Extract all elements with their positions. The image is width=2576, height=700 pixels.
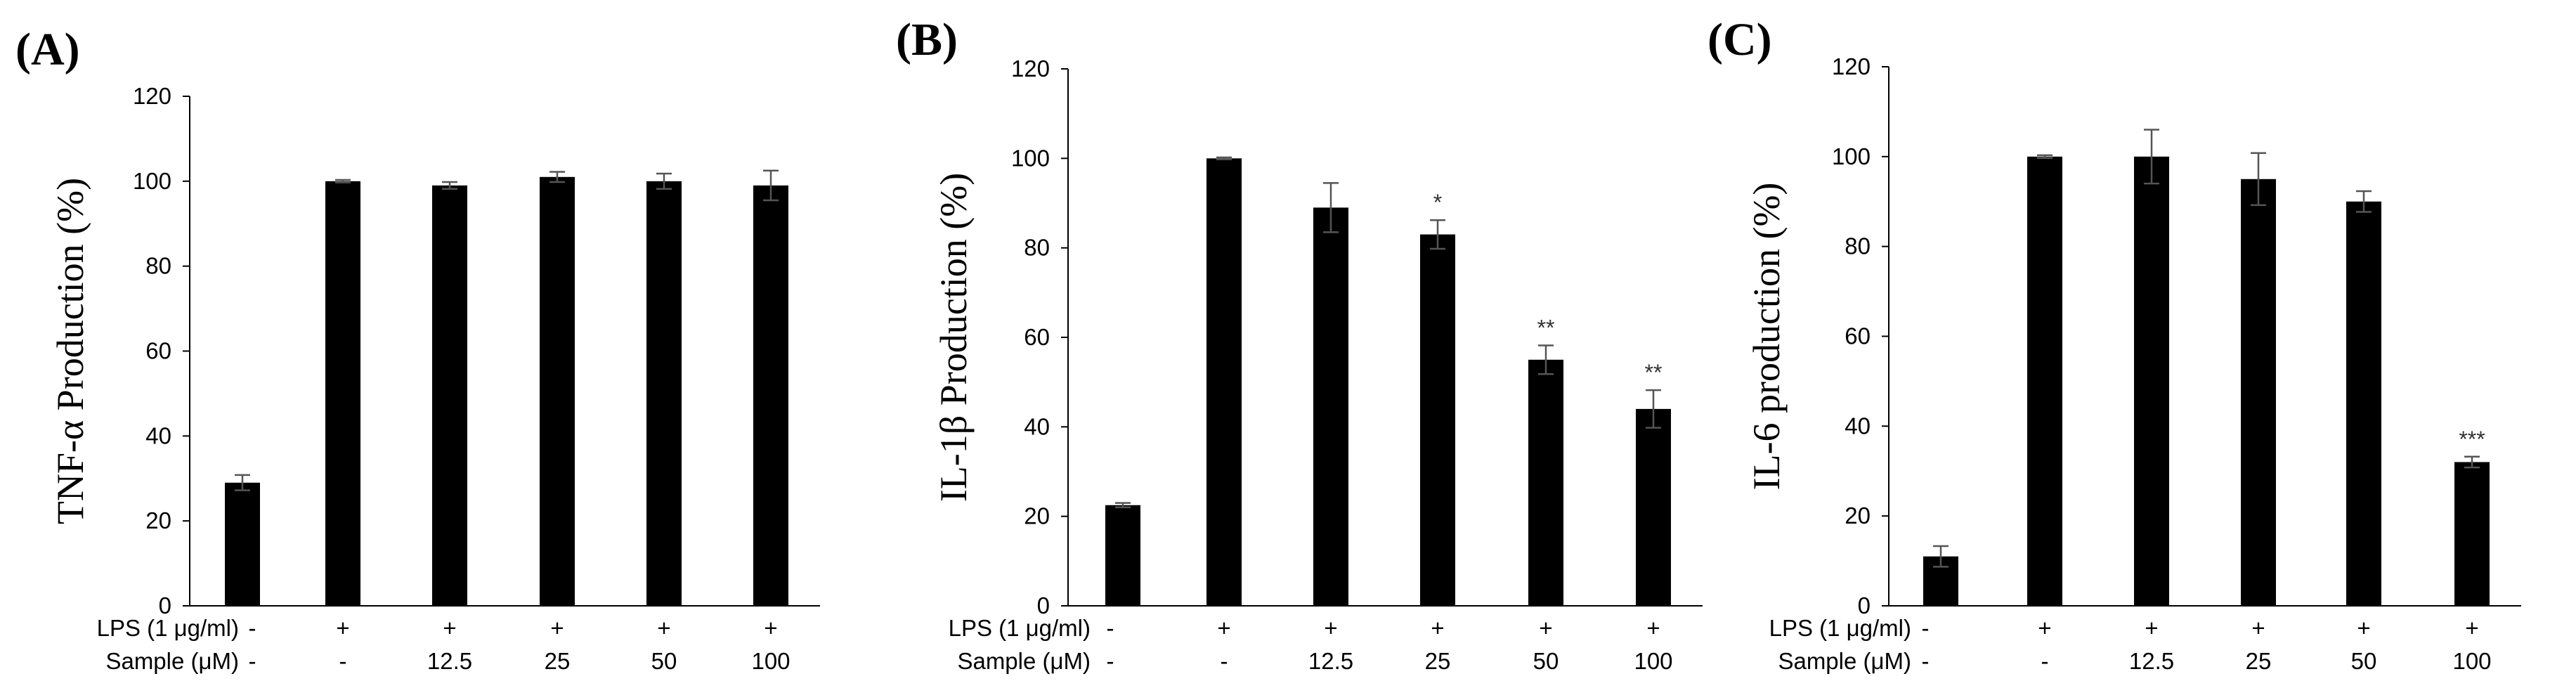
- chart-b-condition-value-2-4: 25: [1425, 648, 1451, 674]
- chart-b-y-tick-label: 80: [1024, 235, 1050, 261]
- chart-b-condition-value-1-5: +: [1539, 615, 1552, 641]
- chart-b-bar-3: [1313, 207, 1348, 606]
- chart-a-y-tick-label: 20: [145, 507, 171, 533]
- chart-b-significance-5: **: [1537, 315, 1555, 340]
- chart-a-condition-value-1-3: +: [443, 615, 456, 641]
- chart-c-y-tick-label: 120: [1832, 53, 1871, 79]
- chart-c-bar-5: [2346, 201, 2381, 606]
- chart-a-bar-1: [225, 482, 260, 606]
- chart-a-condition-value-2-1: -: [249, 648, 256, 674]
- chart-a-condition-value-2-6: 100: [751, 648, 790, 674]
- chart-c-condition-value-2-5: 50: [2351, 648, 2377, 674]
- chart-c-significance-6: ***: [2459, 427, 2485, 452]
- chart-a-y-tick-label: 40: [145, 422, 171, 448]
- chart-b-condition-value-2-3: 12.5: [1308, 648, 1353, 674]
- chart-b-condition-value-1-2: +: [1217, 615, 1230, 641]
- chart-b-condition-label-1: LPS (1 μg/ml): [949, 615, 1091, 641]
- chart-c-y-tick-label: 80: [1845, 233, 1871, 259]
- chart-c-y-tick-label: 20: [1845, 503, 1871, 529]
- chart-a-condition-value-2-2: -: [339, 648, 347, 674]
- chart-b-bar-5: [1528, 359, 1563, 606]
- chart-c-bar-2: [2027, 156, 2062, 607]
- chart-b-condition-value-2-6: 100: [1634, 648, 1672, 674]
- chart-a-condition-label-2: Sample (μM): [105, 648, 239, 674]
- chart-a-condition-value-2-3: 12.5: [427, 648, 472, 674]
- chart-b-panel-label: (B): [896, 14, 958, 65]
- chart-c-condition-value-2-6: 100: [2452, 648, 2491, 674]
- chart-a-y-tick-label: 100: [133, 168, 171, 194]
- chart-a-condition-value-1-2: +: [336, 615, 349, 641]
- chart-b-bar-4: [1420, 234, 1455, 607]
- chart-b-condition-value-2-2: -: [1221, 648, 1228, 674]
- chart-b-condition-label-2: Sample (μM): [957, 648, 1091, 674]
- chart-b-condition-value-2-1: -: [1107, 648, 1114, 674]
- chart-a-bar-2: [325, 181, 360, 606]
- chart-c-condition-value-2-2: -: [2041, 648, 2049, 674]
- chart-c-condition-value-2-3: 12.5: [2129, 648, 2174, 674]
- chart-b-condition-value-1-3: +: [1324, 615, 1337, 641]
- chart-c-bar-6: [2454, 462, 2490, 606]
- chart-c-condition-value-1-6: +: [2465, 615, 2478, 641]
- chart-c-condition-label-1: LPS (1 μg/ml): [1769, 615, 1911, 641]
- chart-a-y-tick-label: 80: [145, 253, 171, 279]
- chart-b-y-tick-label: 40: [1024, 413, 1050, 439]
- chart-a-bar-3: [432, 185, 467, 606]
- chart-c-condition-value-1-1: -: [1922, 615, 1930, 641]
- chart-a-y-tick-label: 120: [133, 83, 171, 109]
- chart-c-condition-label-2: Sample (μM): [1778, 648, 1911, 674]
- chart-b-condition-value-2-5: 50: [1533, 648, 1559, 674]
- chart-c-bar-3: [2134, 156, 2169, 607]
- chart-a-panel-label: (A): [15, 24, 80, 75]
- chart-b-y-tick-label: 100: [1011, 145, 1050, 171]
- chart-c-condition-value-1-3: +: [2145, 615, 2158, 641]
- chart-b-y-tick-label: 60: [1024, 324, 1050, 350]
- chart-a-y-tick-label: 60: [145, 338, 171, 364]
- chart-a-bar-5: [646, 181, 682, 606]
- chart-a-bar-4: [540, 176, 575, 606]
- chart-a-bar-6: [753, 185, 788, 606]
- chart-b-condition-value-1-4: +: [1431, 615, 1444, 641]
- chart-b-y-axis-title: IL-1β Production (%): [932, 173, 975, 502]
- chart-a-condition-value-1-1: -: [249, 615, 256, 641]
- chart-b-condition-value-1-1: -: [1107, 615, 1114, 641]
- chart-b-y-tick-label: 120: [1011, 56, 1050, 82]
- chart-b-bar-2: [1206, 158, 1242, 607]
- chart-c-panel-label: (C): [1707, 14, 1772, 65]
- chart-a-condition-value-1-6: +: [764, 615, 777, 641]
- chart-c-condition-value-1-5: +: [2357, 615, 2370, 641]
- chart-b-significance-6: **: [1645, 360, 1663, 385]
- chart-c-y-axis-title: IL-6 production (%): [1745, 183, 1788, 491]
- chart-c-y-tick-label: 60: [1845, 323, 1871, 349]
- chart-c-condition-value-2-1: -: [1922, 648, 1930, 674]
- chart-b-condition-value-1-6: +: [1646, 615, 1660, 641]
- chart-c-bar-4: [2241, 179, 2276, 606]
- chart-a-y-axis-title: TNF-α Production (%): [49, 178, 91, 524]
- chart-c-y-tick-label: 100: [1832, 143, 1871, 169]
- chart-c-y-tick-label: 40: [1845, 413, 1871, 439]
- chart-b-y-tick-label: 20: [1024, 503, 1050, 529]
- chart-b-bar-1: [1105, 505, 1140, 606]
- chart-c-condition-value-2-4: 25: [2246, 648, 2272, 674]
- chart-a-condition-value-2-5: 50: [651, 648, 677, 674]
- chart-a-condition-value-1-5: +: [657, 615, 670, 641]
- chart-a-condition-value-2-4: 25: [545, 648, 571, 674]
- chart-c-condition-value-1-2: +: [2038, 615, 2051, 641]
- chart-c-condition-value-1-4: +: [2251, 615, 2265, 641]
- chart-b-significance-4: *: [1433, 190, 1442, 215]
- chart-b-y-tick-label: 0: [1037, 592, 1050, 618]
- chart-b-bar-6: [1636, 408, 1671, 606]
- chart-a-condition-value-1-4: +: [550, 615, 564, 641]
- chart-c-y-tick-label: 0: [1858, 592, 1871, 618]
- chart-a-y-tick-label: 0: [159, 592, 171, 618]
- chart-a-condition-label-1: LPS (1 μg/ml): [97, 615, 239, 641]
